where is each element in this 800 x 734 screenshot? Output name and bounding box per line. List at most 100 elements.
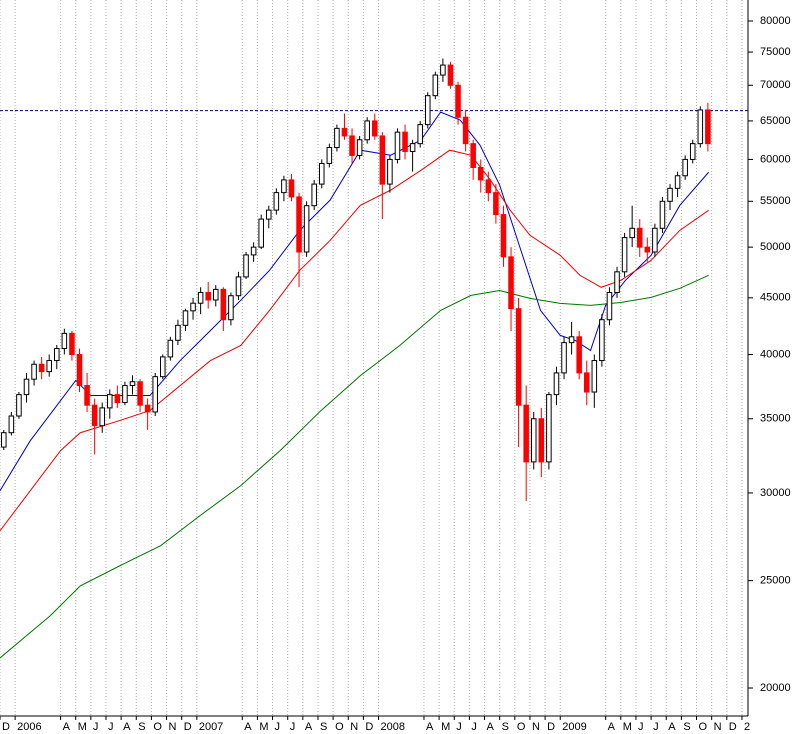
candle-body [652, 227, 658, 253]
candle-body [182, 310, 189, 326]
x-tick-label: A [63, 721, 71, 733]
y-tick-label: 75000 [760, 46, 791, 58]
candle-body [705, 109, 711, 145]
x-tick-label: J [93, 721, 99, 733]
candle-body [250, 246, 257, 256]
candle-body [682, 158, 688, 177]
x-tick-label: J [275, 721, 281, 733]
x-tick-label: J [471, 721, 477, 733]
x-tick-label: O [699, 721, 708, 733]
x-tick-label: M [623, 721, 632, 733]
candle-body [470, 143, 476, 169]
candle-body [318, 162, 325, 185]
candle-body [265, 209, 272, 220]
candle-body [167, 339, 174, 358]
x-tick-label: D [2, 721, 10, 733]
x-tick-label: A [668, 721, 676, 733]
candle-body [508, 256, 514, 310]
x-tick-label: 2008 [381, 721, 405, 733]
candle-body [76, 354, 83, 387]
candle-body [326, 147, 333, 164]
candle-body [576, 336, 582, 374]
candle-body [296, 196, 302, 253]
candle-body [659, 200, 666, 229]
x-tick-label: A [123, 721, 131, 733]
y-tick-label: 40000 [760, 348, 791, 360]
x-tick-label: A [244, 721, 252, 733]
x-tick-label: N [169, 721, 177, 733]
candle-body [591, 360, 598, 393]
candle-body [546, 394, 552, 463]
candle-body [447, 64, 454, 86]
candle-body [409, 143, 416, 152]
candle-body [220, 288, 227, 321]
x-tick-label: 2007 [199, 721, 223, 733]
x-tick-label: D [729, 721, 737, 733]
candle-body [8, 415, 15, 434]
candle-body [1, 432, 7, 448]
x-tick-label: A [305, 721, 313, 733]
candle-body [432, 74, 439, 97]
candle-body [23, 378, 30, 396]
plot-area [0, 58, 748, 659]
candle-body [212, 288, 219, 301]
x-tick-label: D [365, 721, 373, 733]
candle-body [107, 394, 113, 409]
candle-body [689, 143, 696, 160]
x-tick-label: A [608, 721, 616, 733]
y-tick-label: 60000 [760, 153, 791, 165]
x-tick-label: J [108, 721, 114, 733]
candle-body [288, 179, 295, 198]
candle-body [606, 292, 613, 321]
y-tick-label: 20000 [760, 682, 791, 694]
candle-body [54, 348, 60, 362]
candle-body [235, 276, 242, 297]
candle-body [697, 109, 704, 145]
candle-body [394, 131, 401, 160]
x-tick-label: S [138, 721, 145, 733]
y-tick-label: 50000 [760, 241, 791, 253]
candle-body [84, 385, 90, 406]
x-tick-label: M [78, 721, 87, 733]
candle-body [356, 139, 363, 156]
candle-body [424, 95, 431, 126]
candle-body [144, 404, 151, 413]
candle-body [190, 302, 196, 312]
x-tick-label: O [335, 721, 344, 733]
y-tick-label: 30000 [760, 487, 791, 499]
candle-body [371, 120, 378, 137]
candle-body [303, 205, 310, 253]
x-tick-label: A [487, 721, 495, 733]
candle-body [599, 319, 605, 362]
candle-body [629, 227, 635, 239]
candle-body [122, 385, 128, 404]
y-tick-label: 55000 [760, 195, 791, 207]
x-tick-label: M [441, 721, 450, 733]
x-tick-label: S [683, 721, 690, 733]
x-tick-label: O [153, 721, 162, 733]
candle-body [530, 418, 537, 463]
x-tick-label: M [259, 721, 268, 733]
candle-body [402, 131, 408, 152]
x-tick-label: J [456, 721, 462, 733]
x-tick-label: N [350, 721, 358, 733]
candle-body [493, 192, 499, 216]
candle-body [515, 308, 522, 406]
candle-body [38, 363, 45, 373]
candle-body [621, 237, 628, 273]
candle-body [99, 407, 105, 427]
candle-body [477, 167, 484, 181]
candle-body [568, 336, 575, 344]
x-tick-label: J [638, 721, 644, 733]
candle-body [137, 381, 143, 406]
x-tick-label: 2009 [562, 721, 586, 733]
candle-body [485, 179, 492, 194]
candle-body [538, 418, 545, 463]
candle-body [281, 179, 287, 194]
candle-body [667, 187, 673, 202]
grid [0, 0, 743, 716]
candle-body [462, 116, 469, 145]
